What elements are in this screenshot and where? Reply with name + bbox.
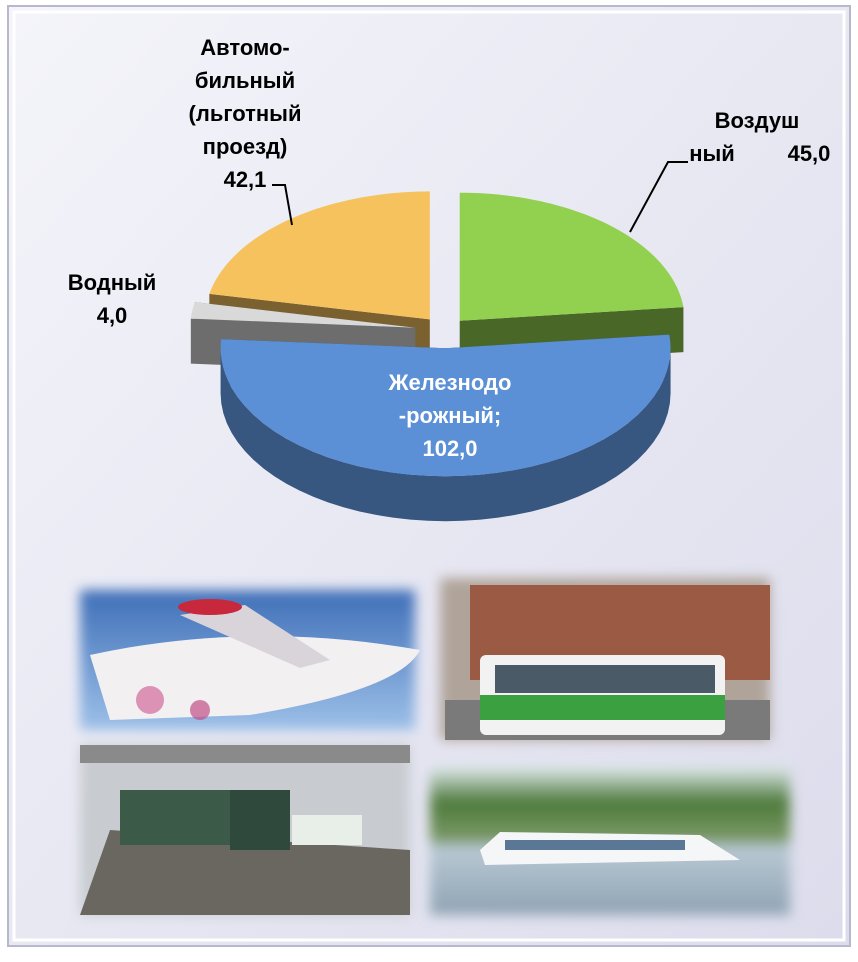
category-label-line: бильный (195, 68, 295, 93)
category-label: Автомо-бильный (льготный проезд) (189, 35, 302, 159)
category-label-line: (льготный (189, 101, 302, 126)
slice-top (220, 334, 671, 477)
slice-top (459, 192, 684, 321)
leader-line (272, 184, 293, 226)
photos (80, 578, 790, 915)
category-label-line: проезд) (203, 134, 288, 159)
photo-trolleybus (440, 578, 770, 740)
category-label-line: Воздуш (715, 108, 800, 133)
photo-plane (80, 590, 420, 730)
slice-top (209, 191, 430, 320)
category-label-line: ный (689, 141, 735, 166)
pie (190, 191, 684, 522)
panel-frame (12, 10, 846, 942)
photo-train (80, 745, 410, 915)
value-label: 42,1 (224, 167, 267, 192)
category-label-line: Автомо- (200, 35, 290, 60)
slice-top (190, 302, 416, 328)
category-label: Воздуш ный (689, 108, 799, 166)
category-label-line: Водный (68, 270, 157, 295)
photo-boat (430, 765, 790, 915)
category-label-line: Железнодо (388, 370, 512, 395)
value-label: 4,0 (97, 303, 128, 328)
slice-side (220, 348, 671, 522)
category-label-line: -рожный; (399, 403, 501, 428)
category-label: Железнодо -рожный; (388, 370, 512, 428)
value-label: 45,0 (788, 141, 831, 166)
category-label: Водный (68, 270, 157, 295)
leader-line (629, 161, 688, 233)
pie-slice (220, 334, 671, 522)
value-label: 102,0 (422, 436, 477, 461)
